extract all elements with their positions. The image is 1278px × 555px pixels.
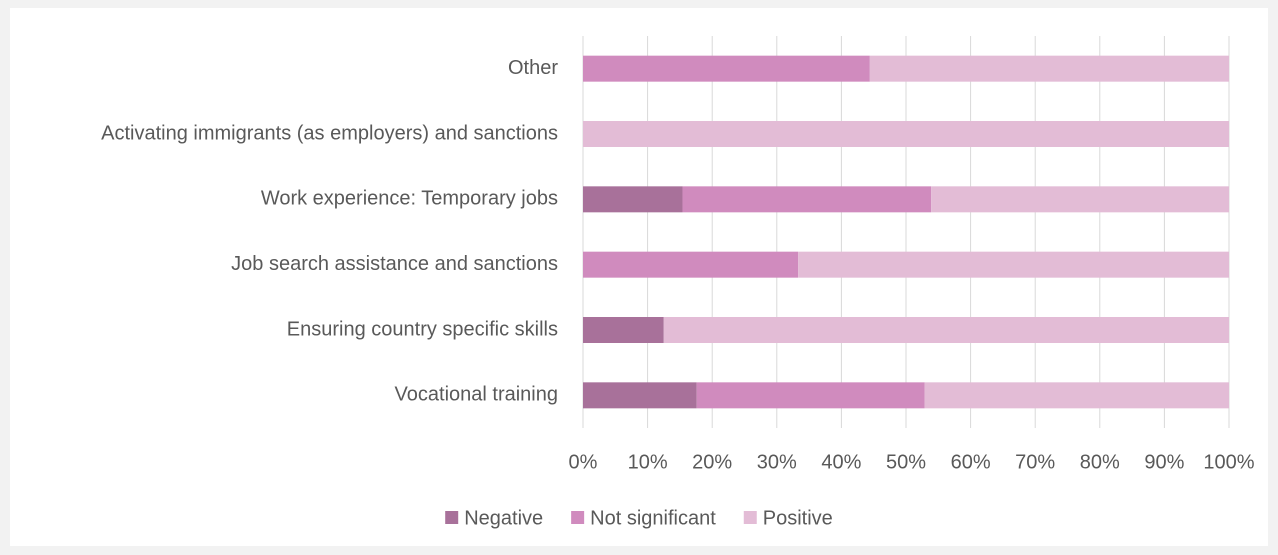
legend-swatch [743,511,757,524]
x-tick-label: 100% [1203,451,1254,473]
bar-segment [682,186,932,213]
x-tick-label: 40% [821,451,861,473]
x-tick-label: 70% [1015,451,1055,473]
bar-segment [583,317,664,343]
x-tick-label: 10% [628,451,668,473]
x-tick-label: 30% [757,451,797,473]
y-tick-label: Ensuring country specific skills [287,318,558,340]
y-tick-label: Other [508,57,558,79]
bar-segment [583,251,799,278]
legend-label: Positive [763,507,833,529]
x-tick-label: 80% [1080,451,1120,473]
x-tick-label: 50% [886,451,926,473]
y-tick-label: Vocational training [395,384,558,406]
y-tick-label: Activating immigrants (as employers) and… [101,122,558,144]
y-tick-label: Job search assistance and sanctions [231,253,558,275]
bar-segment [663,317,1229,343]
x-tick-label: 90% [1144,451,1184,473]
bar-segment [583,121,1229,147]
bar-segment [798,251,1229,278]
x-tick-label: 60% [951,451,991,473]
legend-label: Negative [464,507,543,529]
bar-segment [869,55,1229,82]
x-tick-label: 20% [692,451,732,473]
legend-swatch [571,511,585,524]
bar-segment [583,382,697,409]
bar-segment [924,382,1229,409]
legend-label: Not significant [590,507,716,529]
bar-segment [583,55,870,82]
bar-segment [931,186,1229,213]
x-tick-label: 0% [569,451,598,473]
y-tick-label: Work experience: Temporary jobs [261,188,558,210]
bar-segment [583,186,683,213]
legend-swatch [445,511,459,524]
bar-segment [696,382,925,409]
